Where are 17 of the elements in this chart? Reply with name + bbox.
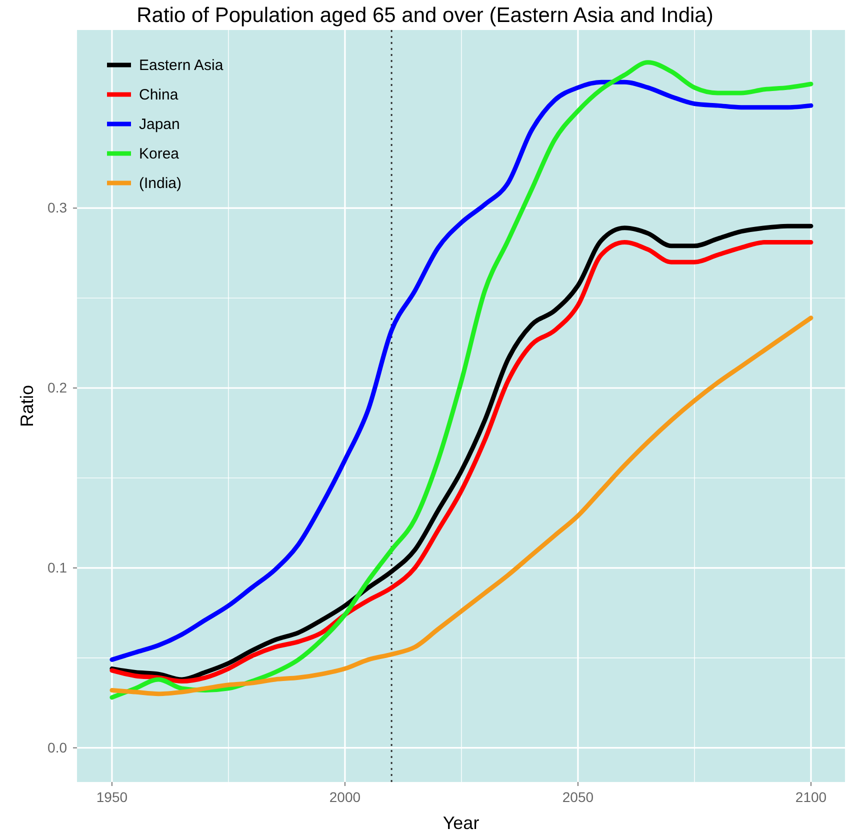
y-tick-label: 0.3 — [48, 200, 68, 216]
y-tick-label: 0.2 — [48, 379, 68, 396]
legend-label: (India) — [139, 175, 182, 192]
legend-label: Japan — [139, 116, 180, 133]
legend-label: Eastern Asia — [139, 57, 224, 74]
x-tick-label: 2050 — [562, 788, 594, 805]
x-tick-label: 2100 — [795, 788, 827, 805]
x-tick-label: 2000 — [329, 788, 361, 805]
y-tick-label: 0.1 — [48, 559, 68, 576]
legend-label: China — [139, 86, 179, 104]
legend-label: Korea — [139, 146, 180, 162]
chart-title: Ratio of Population aged 65 and over (Eastern Asia and India) — [136, 4, 714, 27]
x-tick-label: 1950 — [96, 788, 128, 805]
y-tick-label: 0.0 — [48, 739, 68, 756]
x-axis-title: Year — [442, 813, 480, 833]
y-axis-title: Ratio — [17, 384, 37, 428]
line-series — [110, 316, 814, 696]
